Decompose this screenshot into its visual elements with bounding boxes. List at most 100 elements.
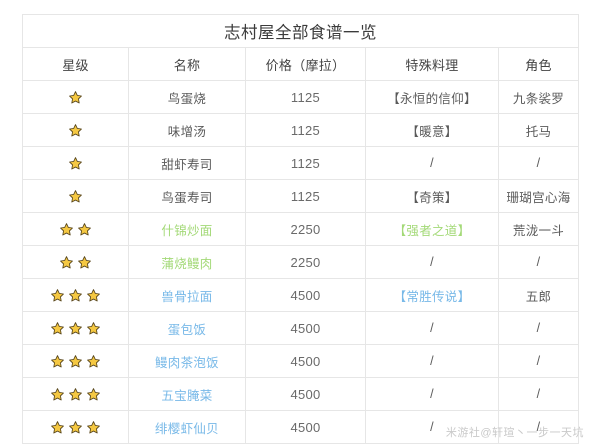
cell-dish: / <box>365 146 499 180</box>
cell-price: 1125 <box>245 113 366 147</box>
cell-star-rating <box>22 245 129 279</box>
star-rating <box>23 213 128 245</box>
page-title: 志村屋全部食谱一览 <box>21 14 580 48</box>
cell-dish: / <box>365 377 499 411</box>
star-icon <box>86 387 101 402</box>
cell-name: 蛋包饭 <box>128 311 246 345</box>
watermark: 米游社@轩瑄丶一步一天坑 <box>445 427 584 439</box>
table-row: 蛋包饭 4500// <box>22 311 580 345</box>
cell-name: 绯樱虾仙贝 <box>128 410 246 444</box>
cell-price: 4500 <box>245 410 366 444</box>
cell-role: / <box>497 410 580 444</box>
column-header-role: 角色 <box>497 47 580 81</box>
star-icon <box>68 387 83 402</box>
star-rating <box>23 378 128 410</box>
table-row: 鸟蛋烧 1125 【永恒的信仰】 九条裟罗 <box>22 80 580 114</box>
cell-role: 珊瑚宫心海 <box>497 179 580 213</box>
cell-role: / <box>497 146 580 180</box>
cell-name: 五宝腌菜 <box>128 377 246 411</box>
cell-name: 甜虾寿司 <box>128 146 246 180</box>
cell-role: / <box>497 245 580 279</box>
star-icon <box>50 354 65 369</box>
cell-star-rating <box>22 212 129 246</box>
star-icon <box>50 321 65 336</box>
cell-price: 1125 <box>245 179 366 213</box>
cell-dish: 【永恒的信仰】 <box>365 80 499 114</box>
cell-price: 4500 <box>245 311 366 345</box>
table-row: 什锦炒面 2250 【强者之道】 荒泷一斗 <box>22 212 580 246</box>
star-icon <box>86 321 101 336</box>
star-rating <box>23 81 128 113</box>
star-icon <box>77 222 92 237</box>
cell-star-rating <box>22 179 129 213</box>
column-header-name: 名称 <box>128 47 246 81</box>
cell-star-rating <box>22 146 129 180</box>
table-row: 鸟蛋寿司 1125 【奇策】 珊瑚宫心海 <box>22 179 580 213</box>
recipe-table: 志村屋全部食谱一览 星级 名称 价格（摩拉） 特殊料理 角色 鸟蛋烧 1125 【永… <box>21 14 580 444</box>
star-rating <box>23 411 128 443</box>
cell-role: 荒泷一斗 <box>497 212 580 246</box>
cell-price: 4500 <box>245 377 366 411</box>
cell-price: 4500 <box>245 344 366 378</box>
cell-star-rating <box>22 80 129 114</box>
star-rating <box>23 114 128 146</box>
star-icon <box>86 420 101 435</box>
cell-dish: 【常胜传说】 <box>365 278 499 312</box>
cell-star-rating <box>22 113 129 147</box>
cell-dish: 【奇策】 <box>365 179 499 213</box>
title-row: 志村屋全部食谱一览 <box>21 14 580 48</box>
cell-role: / <box>497 311 580 345</box>
cell-dish: 【暖意】 <box>365 113 499 147</box>
star-icon <box>68 90 83 105</box>
star-icon <box>50 420 65 435</box>
cell-star-rating <box>22 311 129 345</box>
star-icon <box>86 288 101 303</box>
star-icon <box>50 288 65 303</box>
table-row: 绯樱虾仙贝 4500// <box>22 410 580 444</box>
cell-dish: / <box>365 245 499 279</box>
table-row: 甜虾寿司 1125// <box>22 146 580 180</box>
cell-price: 2250 <box>245 245 366 279</box>
cell-dish: / <box>365 311 499 345</box>
table-row: 蒲烧鳗肉 2250// <box>22 245 580 279</box>
cell-name: 鳗肉茶泡饭 <box>128 344 246 378</box>
cell-price: 2250 <box>245 212 366 246</box>
cell-name: 蒲烧鳗肉 <box>128 245 246 279</box>
column-header-dish: 特殊料理 <box>365 47 499 81</box>
table-body: 鸟蛋烧 1125 【永恒的信仰】 九条裟罗 味增汤 1125 【暖意】 托马 甜虾寿司 1125/… <box>22 80 580 444</box>
cell-name: 鸟蛋寿司 <box>128 179 246 213</box>
column-header-stars: 星级 <box>22 47 129 81</box>
star-icon <box>68 420 83 435</box>
star-icon <box>68 156 83 171</box>
star-rating <box>23 246 128 278</box>
cell-role: 九条裟罗 <box>497 80 580 114</box>
cell-price: 1125 <box>245 80 366 114</box>
star-icon <box>59 255 74 270</box>
star-icon <box>50 387 65 402</box>
cell-role: / <box>497 344 580 378</box>
cell-name: 味增汤 <box>128 113 246 147</box>
star-rating <box>23 147 128 179</box>
cell-star-rating <box>22 278 129 312</box>
star-icon <box>68 288 83 303</box>
star-rating <box>23 312 128 344</box>
table-head: 志村屋全部食谱一览 星级 名称 价格（摩拉） 特殊料理 角色 <box>21 14 580 81</box>
cell-name: 鸟蛋烧 <box>128 80 246 114</box>
cell-role: 托马 <box>497 113 580 147</box>
star-icon <box>68 354 83 369</box>
table-row: 五宝腌菜 4500// <box>22 377 580 411</box>
column-header-price: 价格（摩拉） <box>245 47 366 81</box>
star-rating <box>23 180 128 212</box>
star-icon <box>68 189 83 204</box>
star-icon <box>86 354 101 369</box>
cell-role: 五郎 <box>497 278 580 312</box>
table-row: 鳗肉茶泡饭 4500// <box>22 344 580 378</box>
star-rating <box>23 279 128 311</box>
cell-dish: 【强者之道】 <box>365 212 499 246</box>
cell-dish: / <box>365 344 499 378</box>
cell-star-rating <box>22 377 129 411</box>
table-row: 兽骨拉面 4500 【常胜传说】 五郎 <box>22 278 580 312</box>
cell-name: 什锦炒面 <box>128 212 246 246</box>
cell-price: 4500 <box>245 278 366 312</box>
